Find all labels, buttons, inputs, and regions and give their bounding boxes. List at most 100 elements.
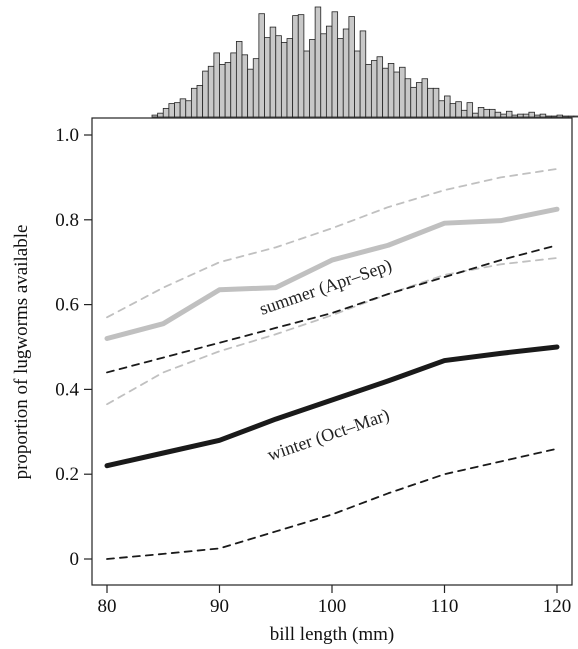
x-tick-label: 90 bbox=[210, 596, 229, 617]
histogram-bar bbox=[517, 113, 524, 118]
histogram-bar bbox=[168, 103, 175, 118]
histogram-bar bbox=[269, 26, 277, 118]
y-tick-label: 1.0 bbox=[55, 125, 79, 146]
histogram-bar bbox=[460, 109, 468, 118]
histogram-bar bbox=[354, 50, 361, 118]
histogram-bar bbox=[359, 30, 367, 118]
summer-estimate-line bbox=[104, 206, 560, 342]
histogram-bar bbox=[393, 71, 400, 118]
histogram-bar bbox=[174, 102, 181, 118]
histogram-bar bbox=[449, 103, 457, 118]
histogram-bar bbox=[539, 113, 547, 118]
histogram-bar bbox=[545, 115, 552, 118]
x-axis-title: bill length (mm) bbox=[270, 624, 395, 645]
histogram-bar bbox=[556, 114, 564, 118]
histogram-bar bbox=[219, 63, 226, 118]
y-tick-label: 0.6 bbox=[55, 295, 79, 316]
histogram-bar bbox=[505, 110, 513, 118]
histogram-bar bbox=[382, 67, 389, 118]
histogram-bar bbox=[444, 95, 451, 118]
histogram-bar bbox=[337, 38, 344, 118]
histogram-bar bbox=[365, 63, 372, 118]
histogram-bar bbox=[404, 78, 412, 118]
histogram-bar bbox=[567, 115, 575, 118]
histogram-bar bbox=[258, 13, 265, 118]
histogram-bar bbox=[292, 15, 299, 118]
histogram-bar bbox=[151, 114, 159, 118]
histogram-bar bbox=[331, 11, 339, 118]
y-tick-label: 0.8 bbox=[55, 210, 79, 231]
histogram-bar bbox=[562, 115, 569, 118]
histogram-bar bbox=[247, 68, 254, 118]
histogram-bar bbox=[297, 14, 305, 118]
series-lines bbox=[104, 168, 560, 560]
histogram-bar bbox=[241, 54, 249, 118]
histogram-bar bbox=[196, 85, 204, 118]
y-axis: 0 0.2 0.4 0.6 0.8 1.0 bbox=[55, 125, 92, 570]
histogram-bar bbox=[325, 25, 333, 118]
histogram-bar bbox=[534, 114, 541, 118]
x-tick-label: 100 bbox=[318, 596, 347, 617]
histogram-bar bbox=[348, 16, 355, 118]
histogram-bar bbox=[387, 63, 395, 118]
histogram-bar bbox=[157, 112, 164, 118]
x-tick-label: 80 bbox=[98, 596, 117, 617]
histogram-bar bbox=[483, 108, 490, 118]
histogram-bar bbox=[162, 107, 170, 118]
histogram-bar bbox=[511, 114, 519, 118]
winter-lower-bound-line bbox=[106, 447, 558, 560]
histogram-bar bbox=[522, 113, 530, 118]
histogram-bar bbox=[303, 50, 310, 118]
histogram-bar bbox=[252, 58, 260, 118]
bill-length-histogram bbox=[151, 6, 578, 118]
histogram-bar bbox=[224, 62, 232, 118]
histogram-bar bbox=[314, 6, 322, 118]
histogram-bar bbox=[280, 41, 288, 118]
histogram-bar bbox=[320, 33, 327, 118]
histogram-bar bbox=[415, 82, 423, 118]
histogram-bar bbox=[489, 108, 496, 118]
histogram-bar bbox=[213, 52, 220, 118]
y-axis-title: proportion of lugworms available bbox=[11, 225, 32, 480]
histogram-bar bbox=[370, 60, 378, 118]
summer-upper-bound-line bbox=[106, 168, 558, 319]
histogram-bar bbox=[410, 86, 417, 118]
histogram-bar bbox=[275, 35, 282, 118]
histogram-bar bbox=[286, 38, 294, 118]
histogram-bar bbox=[494, 111, 502, 118]
histogram-bar bbox=[376, 56, 384, 118]
histogram-bar bbox=[528, 111, 535, 118]
x-tick-label: 120 bbox=[543, 596, 572, 617]
histogram-bar bbox=[421, 78, 429, 118]
y-tick-label: 0.2 bbox=[55, 464, 79, 485]
x-axis: 80 90 100 110 120 bbox=[98, 585, 572, 617]
winter-upper-bound-line bbox=[106, 244, 558, 374]
y-tick-label: 0.4 bbox=[55, 379, 79, 400]
histogram-bar bbox=[202, 70, 209, 118]
histogram-bar bbox=[438, 100, 445, 118]
histogram-bar bbox=[455, 101, 462, 118]
histogram-bar bbox=[550, 115, 558, 118]
series-label-winter: winter (Oct–Mar) bbox=[265, 404, 392, 465]
histogram-bar bbox=[179, 98, 187, 118]
histogram-bar bbox=[399, 66, 406, 118]
histogram-bar bbox=[190, 87, 198, 118]
histogram-bar bbox=[264, 37, 271, 118]
histogram-bar bbox=[472, 112, 479, 118]
histogram-bar bbox=[185, 100, 192, 118]
y-tick-label: 0 bbox=[70, 549, 80, 570]
histogram-bar bbox=[342, 28, 350, 118]
histogram-bar bbox=[432, 87, 440, 118]
histogram-bar bbox=[427, 87, 434, 118]
histogram-bar bbox=[230, 52, 237, 118]
histogram-bar bbox=[466, 102, 474, 118]
histogram-bar bbox=[500, 113, 507, 118]
histogram-bar bbox=[235, 41, 243, 118]
winter-estimate-line bbox=[104, 344, 560, 469]
histogram-bar bbox=[309, 39, 316, 118]
summer-lower-bound-line bbox=[106, 257, 558, 406]
histogram-bar bbox=[573, 115, 578, 118]
x-tick-label: 110 bbox=[431, 596, 459, 617]
histogram-bar bbox=[207, 65, 215, 118]
